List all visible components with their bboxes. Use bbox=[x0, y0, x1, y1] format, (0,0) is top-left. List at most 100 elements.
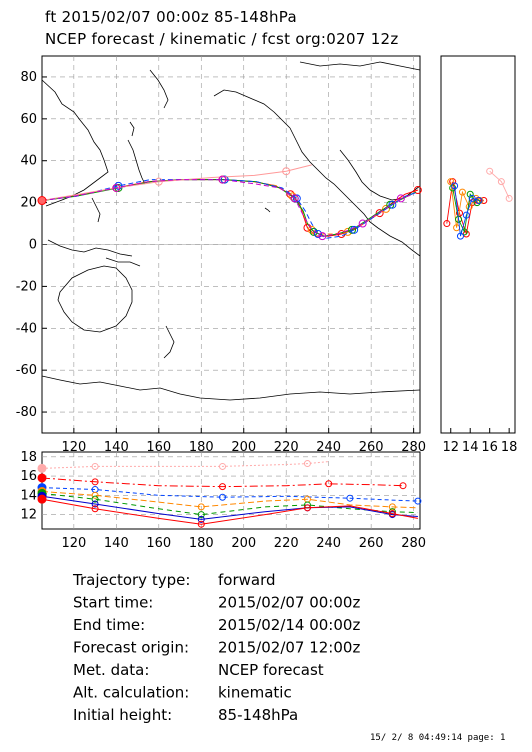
height-series-line bbox=[41, 498, 418, 525]
side-trajectory-marker bbox=[465, 203, 473, 211]
height-series-marker bbox=[388, 503, 396, 511]
info-label: Forecast origin: bbox=[73, 639, 189, 657]
height-x-tick-label: 160 bbox=[146, 536, 171, 551]
side-trajectory-marker bbox=[497, 178, 505, 186]
map-x-tick-label: 200 bbox=[231, 440, 256, 455]
height-start-marker bbox=[37, 473, 47, 483]
height-x-tick-label: 260 bbox=[359, 536, 384, 551]
map-x-tick-label: 220 bbox=[274, 440, 299, 455]
side-x-tick-label: 18 bbox=[501, 440, 518, 455]
map-trajectory-marker bbox=[413, 186, 422, 195]
height-series-line bbox=[41, 492, 418, 516]
height-y-tick-label: 14 bbox=[20, 488, 37, 503]
side-x-tick-label: 14 bbox=[462, 440, 479, 455]
height-x-tick-label: 120 bbox=[61, 536, 86, 551]
info-label: Met. data: bbox=[73, 661, 149, 679]
map-trajectory-marker bbox=[348, 225, 357, 234]
chart-subtitle: NCEP forecast / kinematic / fcst org:020… bbox=[45, 30, 399, 48]
map-trajectory-line bbox=[41, 179, 414, 237]
height-series-marker bbox=[197, 503, 205, 511]
map-y-tick-label: -80 bbox=[16, 405, 37, 420]
map-trajectory-marker bbox=[382, 204, 391, 213]
map-trajectory-marker bbox=[314, 230, 323, 239]
info-block: Trajectory type: forward Start time: 2015/0… bbox=[72, 571, 360, 724]
side-trajectory-marker bbox=[451, 182, 459, 190]
map-grid bbox=[42, 56, 420, 433]
map-trajectory-marker bbox=[290, 194, 299, 203]
side-x-ticks: 12 14 16 18 bbox=[442, 440, 517, 455]
height-series-marker bbox=[91, 462, 99, 470]
map-trajectory-marker bbox=[350, 225, 359, 234]
height-series-line bbox=[41, 477, 404, 488]
map-trajectory-marker bbox=[112, 183, 121, 192]
info-label: Initial height: bbox=[73, 706, 172, 724]
height-series-marker bbox=[91, 500, 99, 508]
height-y-tick-label: 16 bbox=[20, 469, 37, 484]
map-trajectory-marker bbox=[218, 175, 227, 184]
map-y-tick-label: 40 bbox=[20, 154, 37, 169]
side-trajectory-marker bbox=[447, 178, 455, 186]
height-series-marker bbox=[91, 491, 99, 499]
height-y-tick-label: 12 bbox=[20, 508, 37, 523]
height-series-line bbox=[41, 491, 418, 509]
height-series-marker bbox=[399, 482, 407, 490]
map-y-tick-label: -20 bbox=[16, 279, 37, 294]
info-value: 2015/02/07 00:00z bbox=[218, 594, 360, 612]
side-trajectory-line bbox=[454, 185, 480, 237]
height-series-marker bbox=[219, 462, 227, 470]
height-series-marker bbox=[91, 478, 99, 486]
info-label: Trajectory type: bbox=[72, 571, 190, 589]
side-x-tick-label: 12 bbox=[442, 440, 459, 455]
info-value: 2015/02/07 12:00z bbox=[218, 639, 360, 657]
side-trajectory-marker bbox=[449, 184, 457, 192]
height-series-marker bbox=[414, 497, 422, 505]
map-x-tick-label: 140 bbox=[104, 440, 129, 455]
info-value: 85-148hPa bbox=[218, 706, 298, 724]
info-value: forward bbox=[218, 571, 276, 589]
height-series-marker bbox=[197, 511, 205, 519]
side-trajectory-marker bbox=[480, 197, 488, 205]
footer-timestamp: 15/ 2/ 8 04:49:14 page: 1 bbox=[370, 733, 505, 743]
side-trajectory-marker bbox=[443, 220, 451, 228]
map-y-tick-label: 60 bbox=[20, 112, 37, 127]
height-x-tick-label: 280 bbox=[401, 536, 426, 551]
map-trajectory-marker bbox=[318, 232, 327, 241]
height-series-marker bbox=[346, 494, 354, 502]
map-y-ticks: 80 60 40 20 0 -20 -40 -60 -80 bbox=[16, 70, 37, 420]
height-series-marker bbox=[91, 495, 99, 503]
chart-title: ft 2015/02/07 00:00z 85-148hPa bbox=[45, 8, 297, 26]
height-series-marker bbox=[197, 520, 205, 528]
map-trajectories bbox=[37, 164, 422, 241]
side-height-panel: 12 14 16 18 bbox=[440, 55, 517, 455]
height-x-tick-label: 180 bbox=[189, 536, 214, 551]
side-trajectory-line bbox=[489, 170, 510, 199]
map-trajectory-marker bbox=[358, 219, 367, 228]
height-series-line bbox=[41, 461, 329, 469]
height-frame bbox=[41, 451, 421, 530]
height-y-tick-label: 18 bbox=[20, 450, 37, 465]
side-trajectory-marker bbox=[456, 232, 464, 240]
map-trajectory-marker bbox=[375, 209, 384, 218]
side-trajectory-marker bbox=[466, 190, 474, 198]
height-x-ticks: 120 140 160 180 200 220 240 260 280 bbox=[61, 536, 426, 551]
side-trajectory-marker bbox=[462, 211, 470, 219]
map-x-tick-label: 260 bbox=[359, 440, 384, 455]
info-value: 2015/02/14 00:00z bbox=[218, 616, 360, 634]
side-trajectory-marker bbox=[462, 230, 470, 238]
map-y-tick-label: -60 bbox=[16, 363, 37, 378]
info-label: Start time: bbox=[73, 594, 153, 612]
height-series-marker bbox=[91, 505, 99, 513]
side-trajectory-line bbox=[452, 187, 478, 234]
map-trajectory-marker bbox=[386, 200, 395, 209]
info-label: Alt. calculation: bbox=[73, 684, 189, 702]
map-coastlines bbox=[41, 61, 421, 401]
map-y-tick-label: 80 bbox=[20, 70, 37, 85]
height-panel: 18 16 14 12 120 140 160 180 200 220 240 260 280 bbox=[20, 450, 426, 551]
height-y-ticks: 18 16 14 12 bbox=[20, 450, 37, 523]
height-x-tick-label: 240 bbox=[316, 536, 341, 551]
side-trajectory-marker bbox=[475, 197, 483, 205]
height-start-marker bbox=[37, 494, 47, 504]
height-series-marker bbox=[219, 483, 227, 491]
